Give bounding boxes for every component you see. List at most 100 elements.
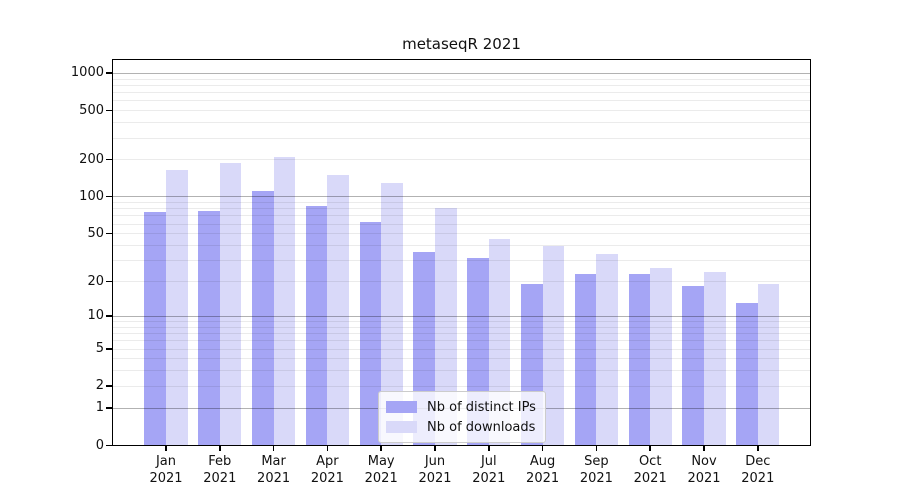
- gridline-major: [113, 196, 810, 198]
- y-tick: [106, 385, 113, 387]
- bar-downloads-aug: [542, 246, 565, 445]
- gridline-minor: [113, 122, 810, 124]
- x-tick-label: Jan 2021: [149, 454, 183, 486]
- y-tick: [106, 348, 113, 350]
- x-tick-label: Dec 2021: [741, 454, 775, 486]
- y-tick-label: 10: [87, 308, 104, 324]
- bar-downloads-feb: [219, 162, 242, 445]
- gridline-minor: [113, 340, 810, 342]
- gridline-minor: [113, 223, 810, 225]
- y-tick: [106, 444, 113, 446]
- x-tick: [703, 446, 705, 451]
- y-tick-label: 2: [95, 378, 104, 394]
- bar-downloads-jan: [166, 169, 188, 445]
- gridline-minor: [113, 281, 810, 283]
- chart-title: metaseqR 2021: [402, 35, 521, 53]
- gridline-major: [113, 72, 810, 74]
- y-tick: [106, 407, 113, 409]
- y-tick-label: 0: [95, 437, 104, 453]
- bar-distinct-ips-nov: [682, 286, 704, 445]
- gridline-minor: [113, 370, 810, 372]
- x-tick: [219, 446, 221, 451]
- x-tick-label: May 2021: [364, 454, 398, 486]
- gridline-minor: [113, 333, 810, 335]
- y-tick: [106, 280, 113, 283]
- y-tick: [106, 72, 113, 74]
- x-tick-label: Mar 2021: [257, 454, 291, 486]
- bar-distinct-ips-dec: [736, 302, 758, 445]
- y-tick: [106, 195, 113, 198]
- gridline-minor: [113, 233, 810, 235]
- bar-distinct-ips-may: [359, 221, 382, 445]
- y-tick-label: 20: [87, 273, 104, 289]
- x-tick-label: Nov 2021: [687, 454, 721, 486]
- bar-downloads-dec: [757, 283, 780, 445]
- bar-distinct-ips-feb: [198, 211, 220, 445]
- gridline-minor: [113, 110, 810, 112]
- grid-layer: [113, 60, 810, 445]
- bar-distinct-ips-mar: [251, 191, 274, 445]
- x-tick: [649, 446, 651, 451]
- y-tick-label: 5: [95, 341, 104, 356]
- gridline-minor: [113, 348, 810, 350]
- x-tick-label: Feb 2021: [203, 454, 237, 486]
- x-tick-label: Apr 2021: [310, 454, 344, 486]
- y-tick-label: 200: [79, 151, 104, 167]
- y-tick: [106, 109, 113, 112]
- gridline-minor: [113, 385, 810, 387]
- gridline-minor: [113, 100, 810, 102]
- y-tick-label: 100: [79, 188, 104, 204]
- bar-downloads-jun: [435, 208, 457, 445]
- gridline-major: [113, 315, 810, 317]
- y-tick-label: 1000: [70, 65, 104, 81]
- y-tick: [106, 315, 113, 317]
- bar-downloads-mar: [273, 157, 296, 445]
- gridline-minor: [113, 202, 810, 204]
- gridline-minor: [113, 245, 810, 246]
- gridline-minor: [113, 208, 810, 210]
- bar-downloads-oct: [650, 267, 672, 445]
- bar-distinct-ips-sep: [574, 273, 597, 445]
- x-tick: [380, 446, 382, 451]
- gridline-minor: [113, 159, 810, 161]
- x-tick: [165, 446, 167, 451]
- bar-distinct-ips-oct: [628, 273, 651, 445]
- x-tick-label: Aug 2021: [526, 454, 560, 486]
- gridline-minor: [113, 358, 810, 360]
- x-tick: [541, 446, 544, 451]
- legend-row-distinct-ips: Nb of distinct IPs: [386, 397, 536, 417]
- gridline-minor: [113, 215, 810, 217]
- gridline-minor: [113, 321, 810, 322]
- x-tick: [595, 446, 598, 451]
- legend-row-downloads: Nb of downloads: [386, 417, 536, 437]
- legend-swatch-downloads: [386, 421, 417, 433]
- bar-downloads-nov: [704, 271, 726, 445]
- bar-downloads-apr: [327, 174, 350, 445]
- y-tick-label: 1: [95, 400, 104, 416]
- x-tick-label: Oct 2021: [633, 454, 667, 486]
- plot-area: Nb of distinct IPs Nb of downloads: [113, 60, 810, 445]
- bar-downloads-sep: [596, 253, 619, 445]
- x-tick: [757, 446, 759, 451]
- gridline-minor: [113, 92, 810, 94]
- x-tick: [488, 446, 490, 451]
- y-tick-label: 50: [87, 225, 104, 241]
- gridline-minor: [113, 326, 810, 328]
- legend: Nb of distinct IPs Nb of downloads: [378, 391, 546, 443]
- gridline-minor: [113, 78, 810, 80]
- y-tick: [106, 232, 113, 235]
- legend-label-distinct-ips: Nb of distinct IPs: [427, 399, 536, 415]
- y-tick: [106, 158, 113, 161]
- x-tick: [272, 446, 275, 451]
- legend-swatch-distinct-ips: [386, 401, 417, 413]
- gridline-minor: [113, 137, 810, 139]
- gridline-minor: [113, 260, 810, 262]
- y-tick-label: 500: [79, 102, 104, 118]
- x-tick: [326, 446, 329, 451]
- bar-distinct-ips-jan: [144, 211, 166, 445]
- x-tick-label: Jun 2021: [418, 454, 452, 486]
- x-tick-label: Jul 2021: [472, 454, 506, 486]
